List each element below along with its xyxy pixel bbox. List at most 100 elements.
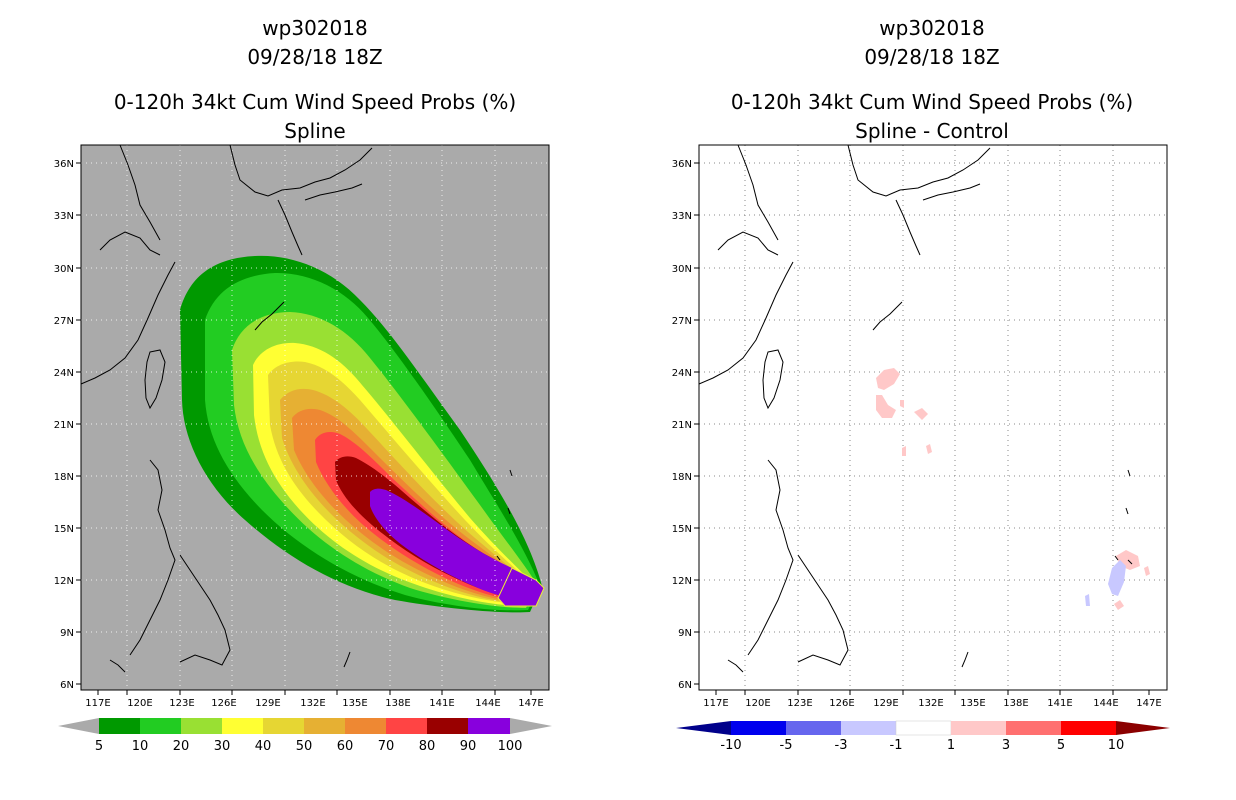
left-lon-labels: 117E 120E 123E 126E 129E 132E 135E 138E …	[85, 698, 543, 709]
lon-label: 147E	[518, 698, 543, 709]
colorbar-bin	[427, 718, 468, 734]
diff-patch-negative	[1085, 594, 1090, 606]
lat-label: 27N	[54, 316, 74, 327]
lon-label: 117E	[85, 698, 110, 709]
lon-label: 141E	[1047, 698, 1072, 709]
colorbar-bin	[386, 718, 427, 734]
colorbar-label: 80	[419, 739, 436, 754]
right-lat-labels: 36N 33N 30N 27N 24N 21N 18N 15N 12N 9N 6…	[672, 159, 692, 691]
lon-label: 129E	[255, 698, 280, 709]
colorbar-label: 90	[460, 739, 477, 754]
colorbar-label: 50	[296, 739, 313, 754]
left-map-frame	[80, 144, 550, 691]
colorbar-label: 40	[255, 739, 272, 754]
lon-label: 120E	[127, 698, 152, 709]
lon-label: 120E	[745, 698, 770, 709]
lat-label: 9N	[678, 628, 692, 639]
lat-label: 24N	[54, 368, 74, 379]
colorbar-end-high	[1116, 721, 1170, 735]
lon-label: 141E	[429, 698, 454, 709]
colorbar-label: 1	[947, 738, 955, 753]
right-title-date: 09/28/18 18Z	[864, 45, 1000, 69]
left-grid-lines	[81, 145, 549, 690]
colorbar-bin	[263, 718, 304, 734]
colorbar-label: 60	[337, 739, 354, 754]
lon-label: 132E	[300, 698, 325, 709]
left-probability-map: 36N 33N 30N 27N 24N 21N 18N 15N 12N 9N 6…	[54, 144, 552, 754]
lon-label: 138E	[1003, 698, 1028, 709]
lon-label: 135E	[342, 698, 367, 709]
colorbar-bin	[1061, 721, 1116, 735]
right-title-product: 0-120h 34kt Cum Wind Speed Probs (%)	[730, 90, 1134, 114]
lat-label: 27N	[672, 316, 692, 327]
right-difference-patches	[876, 368, 1150, 610]
colorbar-bin	[99, 718, 140, 734]
colorbar-label: -3	[835, 738, 848, 753]
colorbar-bin	[468, 718, 510, 734]
colorbar-label: 20	[173, 739, 190, 754]
left-title-method: Spline	[284, 119, 346, 143]
right-difference-map: 36N 33N 30N 27N 24N 21N 18N 15N 12N 9N 6…	[672, 144, 1170, 753]
colorbar-label: -10	[720, 738, 741, 753]
lat-label: 36N	[54, 159, 74, 170]
right-coastlines	[698, 144, 1133, 673]
colorbar-end-high	[510, 718, 552, 734]
right-map-background	[699, 145, 1167, 690]
lat-label: 33N	[672, 211, 692, 222]
diff-patch-positive	[900, 400, 904, 408]
lat-label: 6N	[60, 680, 74, 691]
lon-label: 144E	[1093, 698, 1118, 709]
colorbar-bin	[140, 718, 181, 734]
right-grid-lines	[699, 145, 1167, 690]
right-title-method: Spline - Control	[855, 119, 1009, 143]
diff-patch-positive	[926, 444, 932, 454]
colorbar-label: -5	[780, 738, 793, 753]
lat-label: 30N	[672, 264, 692, 275]
left-title-date: 09/28/18 18Z	[247, 45, 383, 69]
lat-label: 24N	[672, 368, 692, 379]
left-coastlines	[80, 144, 513, 673]
swath-90	[370, 488, 540, 600]
colorbar-bin	[222, 718, 263, 734]
lat-label: 12N	[672, 576, 692, 587]
lat-label: 18N	[672, 472, 692, 483]
right-tick-marks	[694, 162, 1150, 695]
lat-label: 21N	[672, 420, 692, 431]
left-tick-marks	[76, 162, 532, 695]
lon-label: 147E	[1136, 698, 1161, 709]
lon-label: 123E	[787, 698, 812, 709]
left-lat-labels: 36N 33N 30N 27N 24N 21N 18N 15N 12N 9N 6…	[54, 159, 74, 691]
colorbar-bin	[181, 718, 222, 734]
lon-label: 126E	[829, 698, 854, 709]
lat-label: 6N	[678, 680, 692, 691]
colorbar-end-low	[58, 718, 99, 734]
colorbar-label: 3	[1002, 738, 1010, 753]
colorbar-bin	[841, 721, 896, 735]
colorbar-label: 5	[95, 739, 103, 754]
lat-label: 18N	[54, 472, 74, 483]
lon-label: 123E	[169, 698, 194, 709]
right-map-frame	[698, 144, 1168, 691]
diff-patch-positive	[876, 368, 900, 390]
right-colorbar: -10 -5 -3 -1 1 3 5 10	[676, 720, 1170, 753]
colorbar-bin	[786, 721, 841, 735]
right-lon-labels: 117E 120E 123E 126E 129E 132E 135E 138E …	[703, 698, 1161, 709]
lon-label: 126E	[211, 698, 236, 709]
colorbar-label: 10	[132, 739, 149, 754]
diff-patch-positive	[914, 408, 928, 420]
diff-patch-positive	[1114, 600, 1124, 610]
colorbar-bin	[951, 721, 1006, 735]
lon-label: 129E	[873, 698, 898, 709]
lat-label: 15N	[672, 524, 692, 535]
colorbar-label: 100	[498, 739, 523, 754]
left-title-storm-id: wp302018	[262, 16, 368, 40]
diff-patch-positive	[876, 395, 896, 418]
lat-label: 12N	[54, 576, 74, 587]
left-probability-swaths	[180, 255, 545, 613]
colorbar-label: 70	[378, 739, 395, 754]
lat-label: 9N	[60, 628, 74, 639]
colorbar-bin	[731, 721, 786, 735]
right-title-storm-id: wp302018	[879, 16, 985, 40]
lat-label: 15N	[54, 524, 74, 535]
lon-label: 144E	[475, 698, 500, 709]
